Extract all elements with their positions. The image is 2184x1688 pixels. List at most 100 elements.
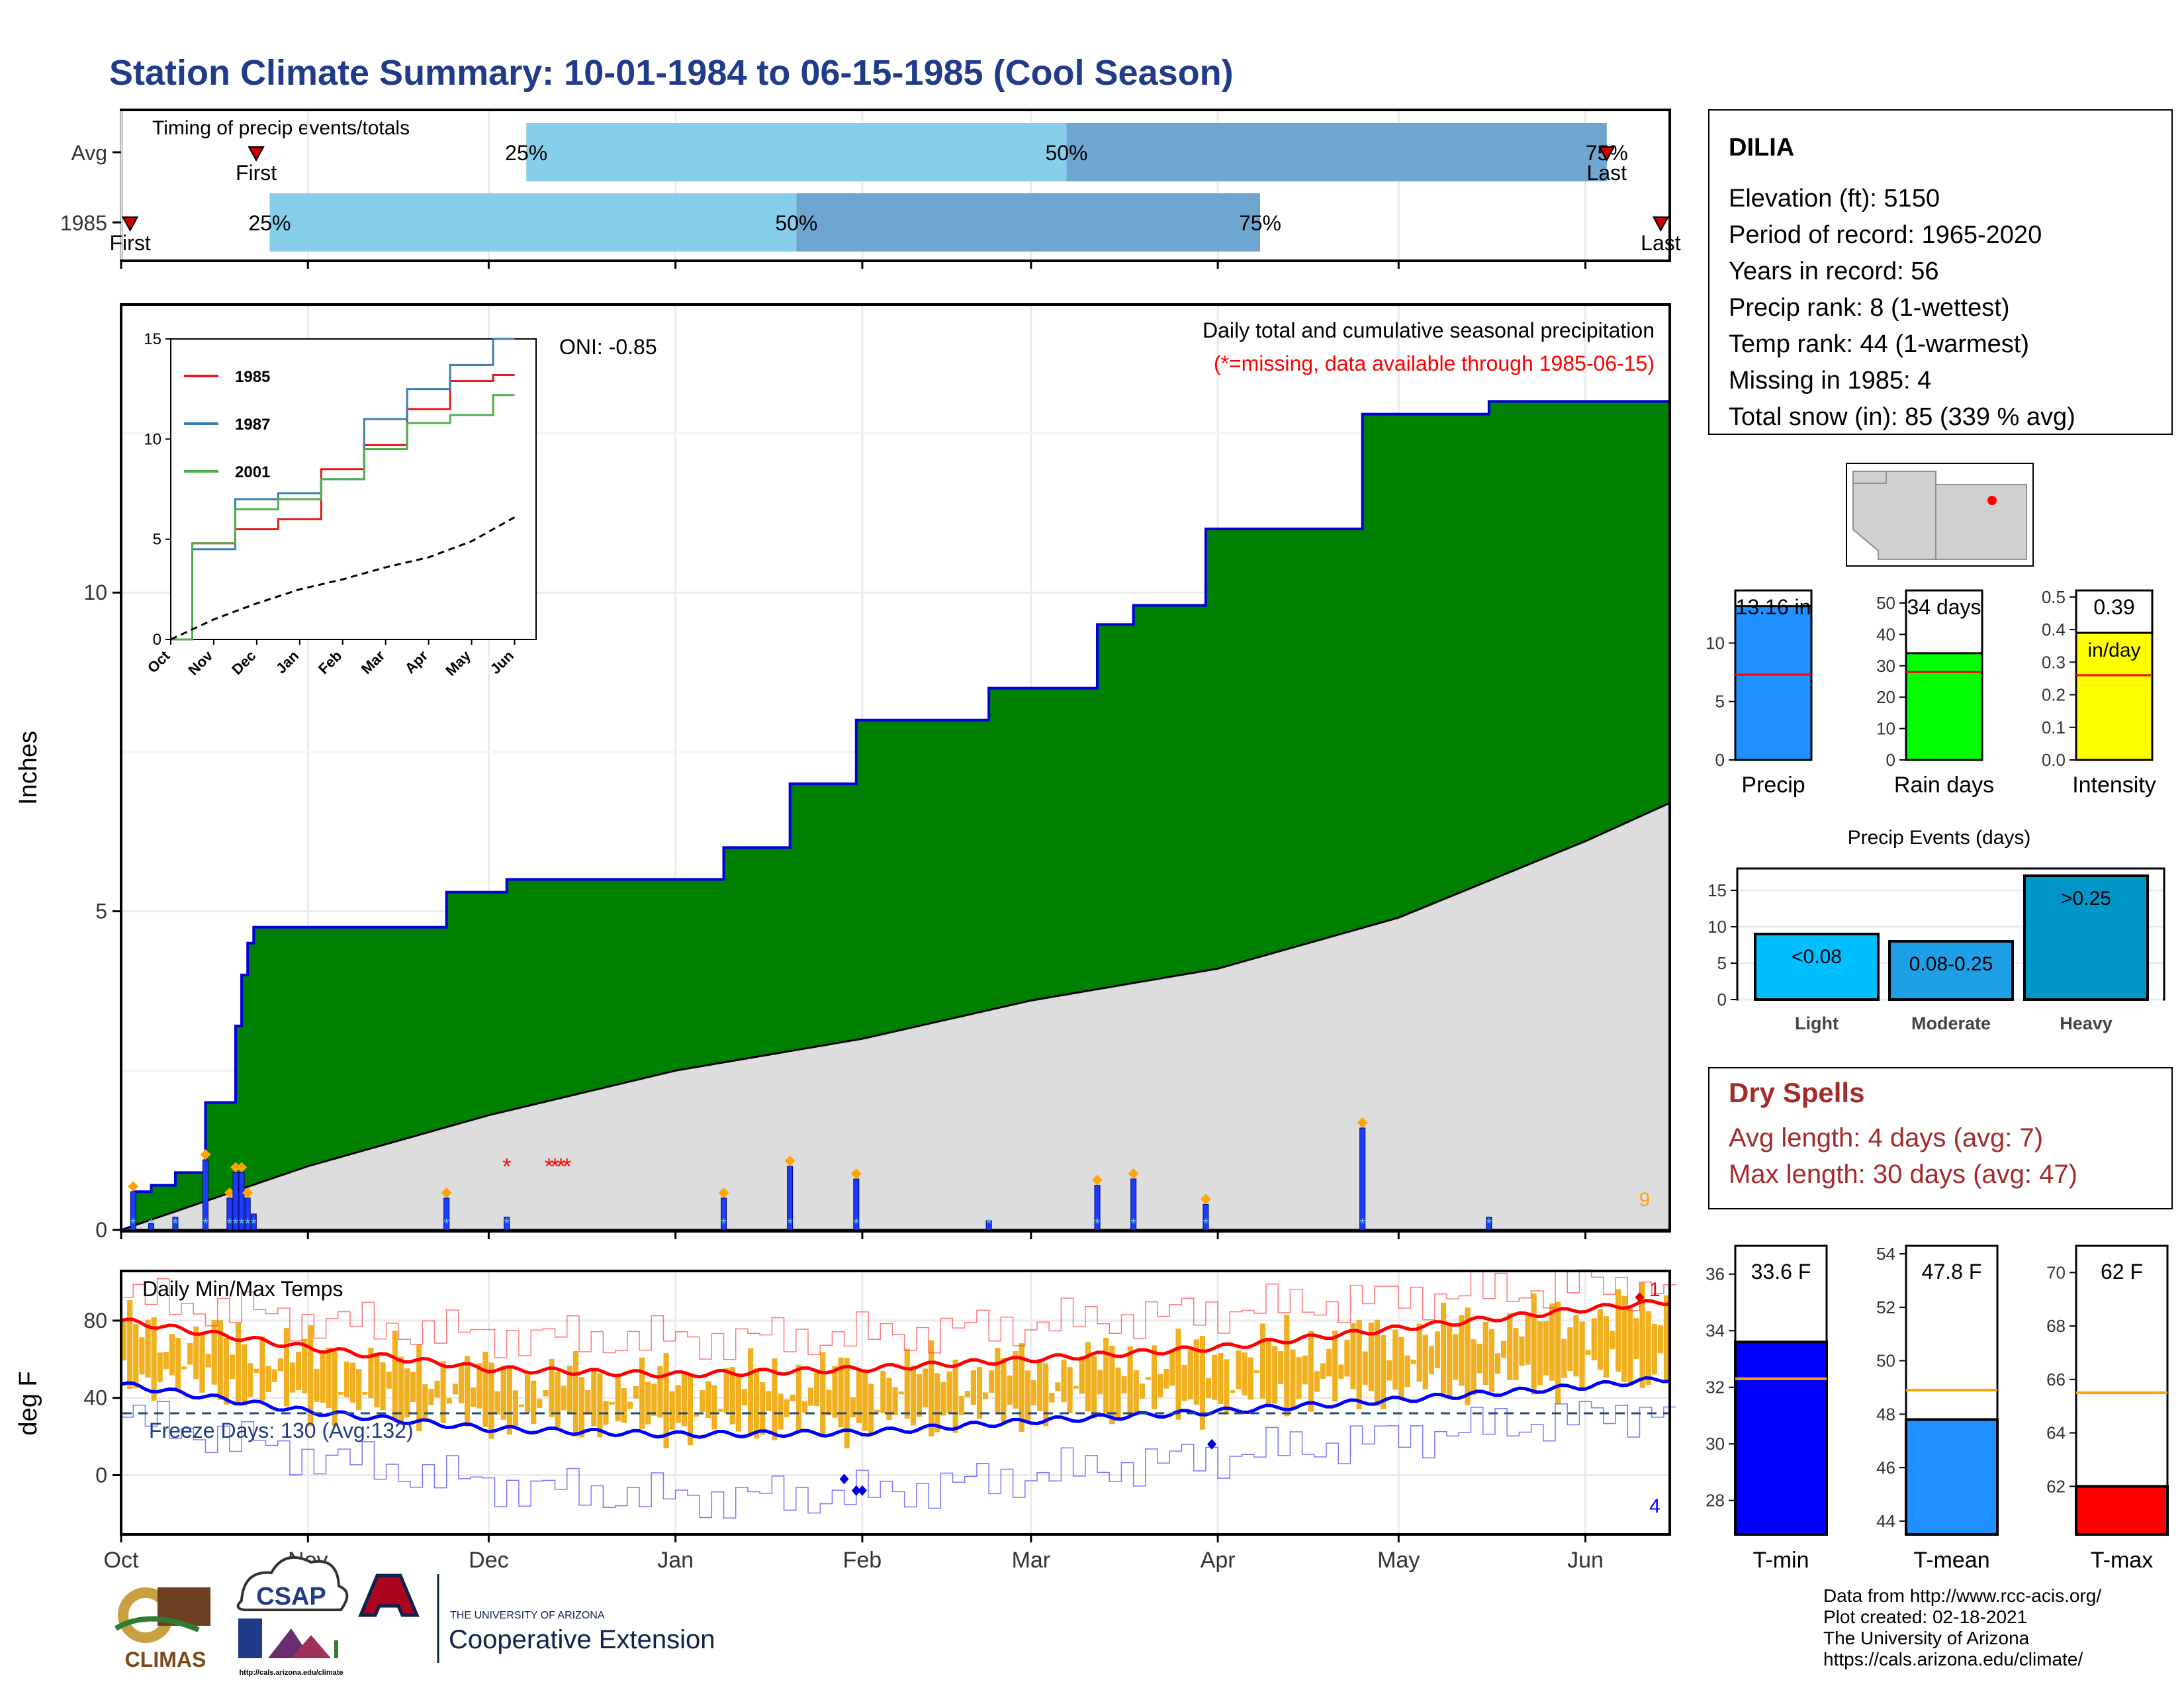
daily-temp-bar: [1121, 1376, 1127, 1394]
daily-temp-bar: [717, 1409, 723, 1412]
station-info: DILIA Elevation (ft): 5150 Period of reco…: [1708, 109, 2173, 435]
daily-temp-bar: [296, 1351, 302, 1391]
daily-temp-bar: [506, 1368, 512, 1435]
daily-temp-bar: [1657, 1325, 1663, 1354]
daily-temp-bar: [464, 1356, 471, 1427]
daily-temp-bar: [1392, 1329, 1398, 1390]
first-event-label: First: [236, 161, 277, 185]
daily-temp-bar: [807, 1387, 814, 1406]
dry-spells-max: Max length: 30 days (avg: 47): [1729, 1160, 2077, 1189]
csap-logo-text: CSAP: [256, 1583, 326, 1611]
snow-marker: *: [245, 1215, 251, 1232]
csap-url: http://cals.arizona.edu/climate: [239, 1669, 343, 1677]
daily-temp-bar: [657, 1366, 663, 1418]
daily-temp-bar: [1422, 1335, 1428, 1389]
daily-precip-extreme-marker: [441, 1187, 452, 1198]
daily-temp-bar: [1380, 1335, 1387, 1410]
events-category-moderate: Moderate: [1911, 1013, 1991, 1033]
daily-temp-bar: [488, 1362, 494, 1439]
daily-temp-bar: [181, 1366, 187, 1370]
csap-logo: CSAP http://cals.arizona.edu/climate: [236, 1556, 349, 1677]
temp-bar-t-mean: [1905, 1418, 1999, 1536]
dry-spells-title: Dry Spells: [1729, 1077, 1864, 1108]
daily-temp-bar: [1368, 1323, 1374, 1391]
daily-temp-bar: [477, 1363, 482, 1409]
temp-summary-ytick-label: 48: [1876, 1404, 1895, 1424]
ua-big-text: Cooperative Extension: [449, 1625, 715, 1654]
summary-value-label: 34 days: [1907, 595, 1981, 619]
daily-temp-bar: [1036, 1358, 1043, 1411]
daily-temp-bar: [1591, 1318, 1597, 1360]
summary-ytick-label: 50: [1876, 593, 1895, 613]
daily-temp-bar: [1465, 1307, 1471, 1405]
snow-marker: *: [1095, 1215, 1101, 1232]
daily-temp-bar: [1236, 1350, 1242, 1389]
daily-precip-extreme-marker: [1357, 1117, 1368, 1128]
daily-temp-bar: [1627, 1308, 1633, 1383]
daily-temp-bar: [446, 1397, 452, 1404]
month-label-oct: Oct: [104, 1548, 139, 1573]
daily-temp-bar: [1314, 1371, 1320, 1392]
daily-temp-bar: [1507, 1313, 1513, 1380]
month-label-dec: Dec: [469, 1548, 508, 1573]
timing-title: Timing of precip events/totals: [152, 117, 410, 139]
daily-temp-bar: [1175, 1329, 1181, 1420]
daily-temp-bar: [1193, 1339, 1199, 1405]
daily-temp-bar: [1187, 1350, 1193, 1400]
temp-summary-ytick-label: 62: [2046, 1476, 2066, 1496]
record-high-count: 1: [1649, 1279, 1661, 1301]
temp-title: Daily Min/Max Temps: [142, 1277, 343, 1301]
record-high-line: [121, 1269, 1676, 1360]
inset-legend-label-2001: 2001: [235, 463, 270, 481]
daily-temp-bar: [844, 1358, 850, 1448]
daily-temp-bar: [368, 1347, 374, 1399]
events-ytick-label: 10: [1707, 917, 1727, 937]
snow-marker: *: [130, 1215, 136, 1232]
daily-temp-bar: [133, 1324, 139, 1389]
temp-ytick-label: 40: [83, 1386, 107, 1410]
daily-temp-bar: [874, 1409, 880, 1413]
precip-ytick-label: 10: [83, 581, 107, 604]
extreme-count: 9: [1639, 1189, 1651, 1211]
daily-temp-bar: [778, 1393, 784, 1430]
timing-row-label-avg: Avg: [71, 141, 107, 165]
daily-temp-bar: [1387, 1360, 1392, 1381]
daily-precip-extreme-marker: [718, 1187, 729, 1198]
station-line-4: Precip rank: 8 (1-wettest): [1729, 294, 2009, 322]
daily-temp-bar: [723, 1368, 729, 1413]
daily-temp-bar: [1272, 1346, 1278, 1404]
station-line-2: Period of record: 1965-2020: [1729, 221, 2042, 249]
daily-temp-bar: [838, 1357, 844, 1428]
daily-temp-bar: [1212, 1354, 1218, 1400]
daily-temp-bar: [1567, 1327, 1573, 1371]
daily-temp-bar: [343, 1361, 350, 1397]
daily-temp-bar: [1265, 1338, 1272, 1405]
summary-bar-rain-days: [1905, 652, 1983, 761]
snow-marker: *: [1130, 1215, 1136, 1232]
climas-logo: CLIMAS: [114, 1587, 210, 1671]
credit-line-4: https://cals.arizona.edu/climate/: [1823, 1649, 2083, 1669]
daily-temp-bar: [265, 1366, 271, 1392]
daily-temp-bar: [531, 1380, 537, 1425]
daily-temp-bar: [784, 1399, 790, 1417]
daily-temp-bar: [326, 1347, 332, 1409]
daily-temp-bar: [1103, 1337, 1109, 1414]
daily-temp-bar: [1163, 1369, 1169, 1389]
temp-summary-ytick-label: 34: [1706, 1321, 1725, 1340]
daily-temp-bar: [1488, 1329, 1495, 1392]
station-location-dot: [1987, 496, 1997, 505]
first-event-label: First: [110, 231, 151, 255]
summary-ytick-label: 20: [1876, 687, 1895, 707]
daily-temp-bar: [1471, 1339, 1477, 1395]
inset-ytick-label: 0: [153, 631, 161, 649]
station-line-5: Temp rank: 44 (1-warmest): [1729, 330, 2029, 358]
daily-temp-bar: [271, 1369, 277, 1382]
timing-p50-label: 50%: [1045, 141, 1087, 165]
daily-temp-bar: [422, 1384, 428, 1421]
daily-temp-bar: [1145, 1377, 1152, 1380]
events-ytick-label: 15: [1707, 880, 1727, 900]
daily-temp-bar: [1434, 1331, 1441, 1369]
daily-temp-bar: [1091, 1356, 1097, 1419]
snow-marker: *: [504, 1215, 510, 1232]
